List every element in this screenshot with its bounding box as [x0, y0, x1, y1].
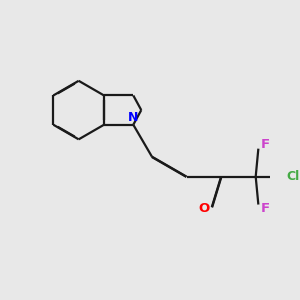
Text: O: O [198, 202, 209, 215]
Text: N: N [128, 111, 139, 124]
Text: F: F [260, 138, 270, 151]
Text: F: F [260, 202, 270, 215]
Text: Cl: Cl [286, 170, 300, 183]
